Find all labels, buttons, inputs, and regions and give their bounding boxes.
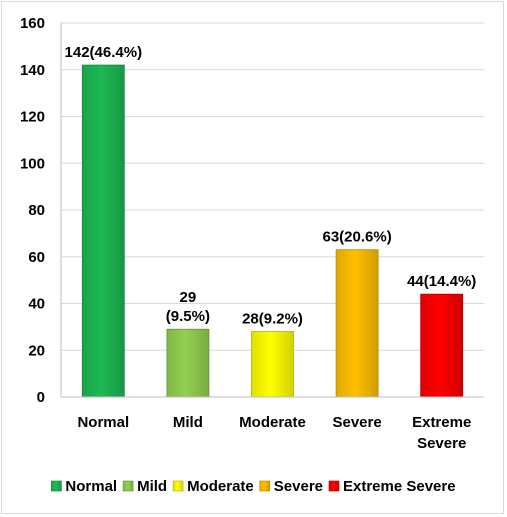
legend-item: Severe xyxy=(259,478,323,495)
legend-swatch xyxy=(122,480,134,492)
x-tick-label: Normal xyxy=(77,414,129,431)
legend-label: Severe xyxy=(274,478,323,495)
y-tick-label: 160 xyxy=(20,15,45,32)
x-tick-label: Severe xyxy=(332,414,381,431)
legend-label: Normal xyxy=(65,478,117,495)
x-axis: Normal Mild Moderate Severe Extreme Severe xyxy=(61,396,484,452)
y-tick-label: 80 xyxy=(28,202,45,219)
y-tick-label: 140 xyxy=(20,62,45,79)
bar-moderate xyxy=(251,331,294,398)
data-label: 29 xyxy=(180,289,197,306)
legend-label: Mild xyxy=(137,478,167,495)
legend-item: Mild xyxy=(122,478,167,495)
x-tick-label: Moderate xyxy=(239,414,306,431)
data-label: 44(14.4%) xyxy=(407,273,476,290)
bar-extreme-severe xyxy=(420,293,464,398)
legend-label: Moderate xyxy=(187,478,254,495)
data-label: (9.5%) xyxy=(166,308,210,325)
x-tick-label: Mild xyxy=(173,414,203,431)
gridlines xyxy=(61,22,484,351)
data-label: 28(9.2%) xyxy=(242,311,303,328)
y-tick-label: 100 xyxy=(20,155,45,172)
legend-item: Normal xyxy=(51,478,117,495)
bar-mild xyxy=(166,328,210,398)
y-tick-label: 120 xyxy=(20,109,45,126)
data-labels: 142(46.4%) 29 (9.5%) 28(9.2%) 63(20.6%) 44(14… xyxy=(65,44,477,327)
legend-label: Extreme Severe xyxy=(343,478,456,495)
y-tick-label: 40 xyxy=(28,296,45,313)
y-tick-label: 60 xyxy=(28,249,45,266)
y-axis: 0 20 40 60 80 100 120 140 160 xyxy=(20,15,62,406)
y-tick-label: 20 xyxy=(28,342,45,359)
bar-severe xyxy=(335,249,379,398)
y-tick-label: 0 xyxy=(37,389,45,406)
legend: Normal Mild Moderate Severe Extreme Severe xyxy=(51,478,456,495)
x-tick-label: Severe xyxy=(417,435,466,452)
legend-swatch xyxy=(328,480,340,492)
data-label: 63(20.6%) xyxy=(322,229,391,246)
x-tick-label: Extreme xyxy=(412,414,471,431)
legend-swatch xyxy=(172,480,184,492)
legend-swatch xyxy=(51,480,62,492)
bar-normal xyxy=(81,64,125,398)
data-label: 142(46.4%) xyxy=(65,44,143,61)
legend-swatch xyxy=(259,480,271,492)
bars xyxy=(81,64,464,398)
legend-item: Moderate xyxy=(172,478,254,495)
legend-item: Extreme Severe xyxy=(328,478,456,495)
